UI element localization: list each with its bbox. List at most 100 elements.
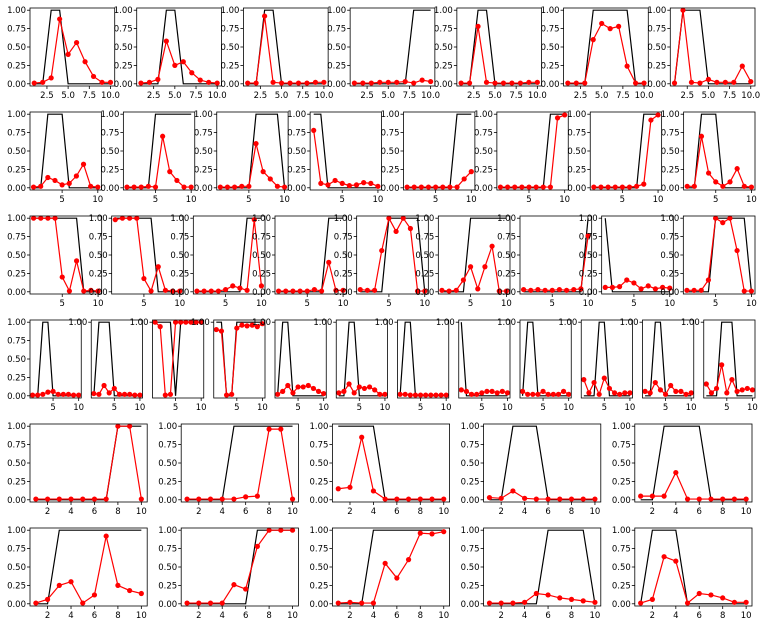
y-tick-label: 0.50 [327,43,346,53]
prediction-point [519,388,526,394]
prediction-line [313,130,379,187]
y-tick-label: 0.50 [567,147,586,157]
x-tick-label: 5 [540,403,545,413]
x-tick-label: 5 [386,299,391,309]
y-tick-label: 0.00 [541,80,560,90]
prediction-point [237,285,243,291]
x-tick-label: 6 [243,611,248,621]
prediction-point [88,183,94,189]
prediction-point [533,184,539,190]
prediction-point [45,389,51,395]
prediction-point [245,80,251,86]
prediction-point [90,73,97,80]
axes-frame [29,319,82,399]
y-tick-label: 1.00 [252,214,271,224]
prediction-point [429,496,435,502]
prediction-line [583,376,630,397]
x-tick-label: 6 [92,507,97,517]
prediction-point [648,117,654,123]
axes-frame [331,423,450,503]
prediction-point [549,287,555,293]
ground-truth-line [500,113,565,189]
ground-truth-line [673,9,751,85]
x-tick-label: 2 [196,611,201,621]
x-tick-label: 8 [418,611,423,621]
axes-frame [243,7,329,87]
y-tick-label: 1.00 [327,6,346,16]
prediction-point [708,496,714,502]
prediction-point [119,215,126,221]
prediction-point [341,388,347,394]
prediction-point [598,184,604,190]
prediction-point [429,531,435,537]
y-tick-label: 0.00 [7,392,26,402]
prediction-point [522,599,528,605]
prediction-point [748,78,754,85]
prediction-line [605,279,670,290]
x-tick-label: 5 [663,403,668,413]
y-tick-label: 0.50 [309,563,328,573]
subplot-r3-c4: 1.00 5 10 [252,318,329,413]
subplot-r1-c5: 0.00 0.25 0.50 0.75 1.00 5 10 [474,110,570,205]
prediction-point [239,322,245,328]
prediction-point [734,388,740,394]
y-tick-label: 1.00 [170,214,189,224]
ground-truth-line [523,218,589,293]
x-tick-label: 10 [174,299,185,309]
prediction-line [644,381,692,396]
prediction-point [318,180,324,186]
axes-frame [192,215,266,295]
prediction-point [145,183,151,189]
x-tick-label: 4 [371,507,376,517]
ground-truth-line [196,217,262,293]
prediction-point [519,184,525,190]
axes-frame [274,319,327,399]
prediction-point [357,286,363,293]
prediction-point [214,80,220,86]
prediction-point [688,390,694,396]
prediction-point [535,286,541,293]
prediction-point [533,496,539,502]
x-tick-label: 5 [141,299,146,309]
prediction-point [278,426,284,432]
prediction-point [713,179,719,185]
prediction-line [489,592,596,604]
y-tick-label: 0.00 [612,496,631,506]
y-tick-label: 1.00 [497,214,516,224]
prediction-point [45,174,51,181]
prediction-point [468,391,475,397]
y-tick-label: 1.00 [130,318,149,328]
prediction-point [35,392,41,398]
y-tick-label: 1.00 [220,6,239,16]
subplot-r2-c4: 0.00 0.25 0.50 0.75 1.00 5 10 [334,214,430,309]
x-tick-label: 5.0 [61,91,75,101]
y-tick-label: 0.75 [415,233,434,243]
prediction-point [290,390,296,396]
x-tick-label: 5 [724,403,729,413]
ground-truth-line [140,9,218,85]
prediction-point [748,184,755,190]
prediction-point [393,228,399,235]
y-tick-label: 0.25 [497,269,516,279]
prediction-point [138,590,144,597]
prediction-point [394,496,400,502]
subplot-r0-c0: 0.00 0.25 0.50 0.75 1.00 2.5 5.0 7.5 10.0 [7,6,120,101]
prediction-point [498,600,504,606]
prediction-point [382,496,388,502]
y-tick-label: 0.00 [114,80,133,90]
y-tick-label: 0.25 [381,165,400,175]
prediction-point [184,600,190,606]
prediction-point [739,63,745,69]
axes-frame [437,215,511,295]
y-tick-label: 0.25 [434,61,453,71]
prediction-point [631,280,637,286]
y-tick-label: 0.50 [461,563,480,573]
prediction-point [534,79,540,85]
y-tick-label: 0.50 [220,43,239,53]
y-tick-label: 0.50 [415,251,434,261]
y-tick-label: 0.25 [415,269,434,279]
prediction-point [402,391,408,397]
prediction-point [370,488,377,494]
x-tick-label: 5 [433,195,438,205]
prediction-point [162,392,168,398]
